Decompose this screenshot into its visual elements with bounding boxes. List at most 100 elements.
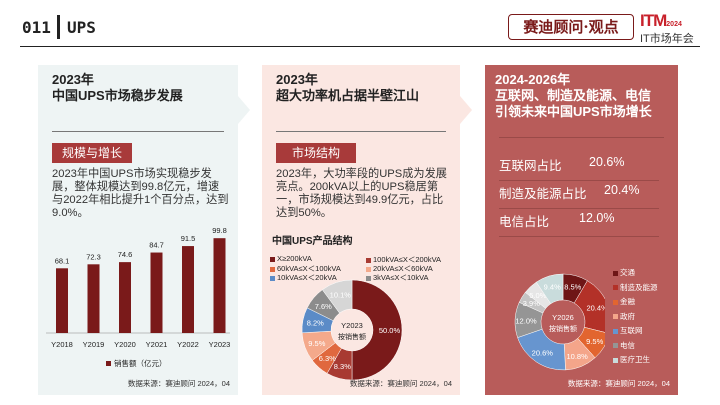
stat-value: 12.0% <box>579 211 615 225</box>
legend-label: 3kVA≤X＜10kVA <box>373 273 429 282</box>
legend-item: 20kVA≤X＜60kVA <box>366 263 433 274</box>
pie-slice <box>535 273 564 305</box>
legend-label: X≥200kVA <box>277 254 312 263</box>
bar <box>150 252 163 333</box>
pie-center-label: 按销售额 <box>549 324 577 333</box>
title-line: 2023年 <box>276 72 318 87</box>
pie-slice <box>351 279 403 381</box>
legend-label: 互联网 <box>620 326 643 335</box>
title-line: 中国UPS市场稳步发展 <box>52 88 183 103</box>
slice-label: 9.5% <box>586 337 603 346</box>
slice-label: 7.6% <box>315 302 332 311</box>
legend-swatch <box>613 285 618 291</box>
title-separator <box>57 15 60 39</box>
legend-item: X≥200kVA <box>270 254 312 263</box>
bar-value-label: 68.1 <box>55 256 70 265</box>
legend-label: 制造及能源 <box>620 282 658 292</box>
logo-year: 2024 <box>666 21 682 28</box>
middle-text: 2023年，大功率段的UPS成为发展亮点。200kVA以上的UPS稳居第一，市场… <box>276 168 447 219</box>
title-line: 互联网、制造及能源、电信 <box>495 88 652 103</box>
bar <box>56 268 68 333</box>
legend-swatch <box>613 328 618 334</box>
pie-center-year: Y2023 <box>341 321 363 330</box>
source-note: 数据来源：赛迪顾问 2024，04 <box>567 379 670 388</box>
divider <box>276 131 446 132</box>
legend-item: 10kVA≤X＜20kVA <box>270 272 337 283</box>
legend-swatch <box>366 257 371 263</box>
pie-center-year: Y2026 <box>552 313 574 322</box>
slice-label: 8.3% <box>334 362 351 371</box>
legend-label: 10kVA≤X＜20kVA <box>277 273 337 282</box>
bar <box>87 264 100 333</box>
slice-label: 10.1% <box>330 290 352 299</box>
legend-swatch <box>613 357 618 363</box>
divider <box>52 131 224 132</box>
bar-value-label: 91.5 <box>181 234 196 243</box>
legend-item: 100kVA≤X＜200kVA <box>366 254 441 265</box>
x-tick-label: Y2020 <box>114 340 136 349</box>
stat-label: 制造及能源占比 <box>499 187 587 201</box>
x-tick-label: Y2021 <box>146 340 168 349</box>
slice-label: 12.0% <box>515 316 537 325</box>
legend-swatch <box>613 299 618 305</box>
legend-item: 60kVA≤X＜100kVA <box>270 263 341 274</box>
stat-row: 制造及能源占比 20.4% <box>499 183 659 209</box>
legend-swatch <box>613 314 618 320</box>
stat-value: 20.6% <box>589 155 625 169</box>
stat-value: 20.4% <box>604 183 640 197</box>
legend-label: 销售额（亿元） <box>114 358 167 368</box>
chart-title: 中国UPS产品结构 <box>272 236 353 247</box>
x-tick-label: Y2019 <box>83 340 105 349</box>
pie-slice <box>322 279 353 314</box>
arrow-icon <box>460 96 472 124</box>
title-line: 引领未来中国UPS市场增长 <box>495 104 652 119</box>
stat-row: 互联网占比 20.6% <box>499 155 659 181</box>
slice-label: 6.3% <box>319 354 336 363</box>
bar <box>213 238 226 333</box>
slice-label: 20.6% <box>532 349 554 358</box>
bar-value-label: 74.6 <box>118 250 133 259</box>
bar-value-label: 84.7 <box>149 241 164 250</box>
slice-label: 9.4% <box>544 283 561 292</box>
header-divider <box>20 46 700 47</box>
title-line: 超大功率机占据半壁江山 <box>276 88 420 103</box>
stat-label: 互联网占比 <box>499 159 562 173</box>
left-text: 2023年中国UPS市场实现稳步发展，整体规模达到99.8亿元，增速与2022年… <box>52 168 229 219</box>
pie-center-label: 按销售额 <box>338 332 366 341</box>
bar-chart: 68.1 Y2018 72.3 Y2019 74.6 Y2020 84.7 Y2021 91.5… <box>46 226 230 368</box>
legend-label: 金融 <box>620 297 635 306</box>
legend-swatch <box>613 343 618 349</box>
legend-item: 电信 <box>613 340 635 351</box>
slice-label: 20.4% <box>586 304 605 313</box>
right-title: 2024-2026年 互联网、制造及能源、电信 引领未来中国UPS市场增长 <box>495 72 652 120</box>
source-note: 数据来源：赛迪顾问 2024，04 <box>349 379 452 388</box>
legend-swatch <box>106 361 111 366</box>
slice-label: 8.5% <box>564 282 581 291</box>
slice-label: 9.5% <box>308 339 325 348</box>
legend-label: 电信 <box>620 340 635 350</box>
tag-scale-growth: 规模与增长 <box>52 143 132 163</box>
bar-value-label: 99.8 <box>212 226 227 235</box>
left-panel: 2023年 中国UPS市场稳步发展 规模与增长 2023年中国UPS市场实现稳步发… <box>38 65 238 395</box>
pie-chart-2026: 8.5% 20.4% 9.5% 10.8% 20.6% 12.0% 3.9%5.0%9.4%… <box>514 273 605 371</box>
source-note: 数据来源：赛迪顾问 2024，04 <box>127 379 230 388</box>
slice-label: 8.2% <box>307 319 324 328</box>
logo-subtitle: IT市场年会 <box>640 33 694 45</box>
bar-value-label: 72.3 <box>86 252 101 261</box>
legend-swatch <box>366 275 371 281</box>
legend-swatch <box>270 275 275 281</box>
arrow-icon <box>238 96 250 124</box>
middle-panel: 2023年 超大功率机占据半壁江山 市场结构 2023年，大功率段的UPS成为发展… <box>262 65 460 395</box>
left-title: 2023年 中国UPS市场稳步发展 <box>52 72 183 104</box>
stat-row: 电信占比 12.0% <box>499 211 659 237</box>
slice-label: 10.8% <box>567 352 589 361</box>
legend-swatch <box>270 256 275 262</box>
logo-text: ITM <box>640 11 667 30</box>
legend-item: 交通 <box>613 267 635 278</box>
slice-label: 3.9% <box>523 299 540 308</box>
bar <box>119 262 131 333</box>
right-panel: 2024-2026年 互联网、制造及能源、电信 引领未来中国UPS市场增长 互联网占… <box>485 65 678 395</box>
itm-logo: ITM2024 <box>640 11 682 31</box>
legend-item: 制造及能源 <box>613 282 658 293</box>
slice-label: 50.0% <box>379 326 401 335</box>
